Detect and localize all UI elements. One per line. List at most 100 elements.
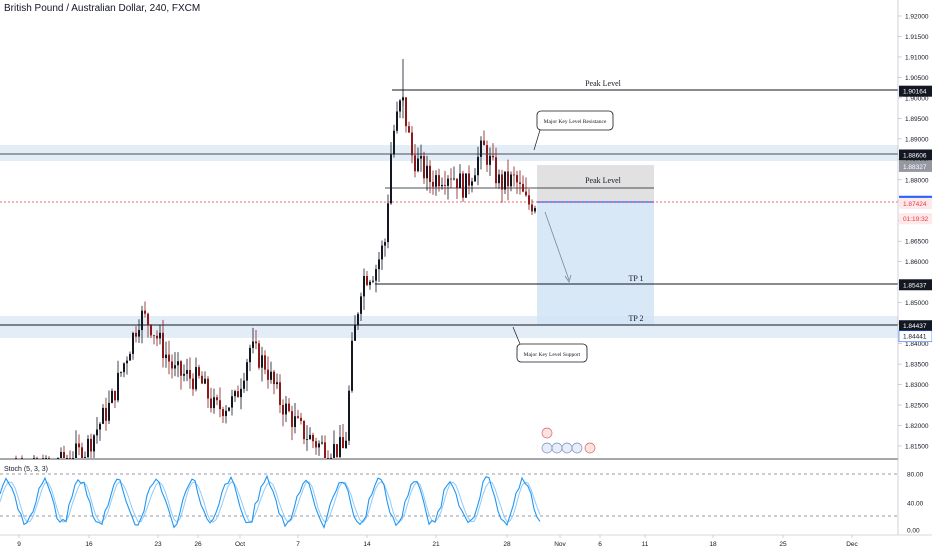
candle-body — [264, 355, 266, 370]
candle-body — [315, 441, 317, 448]
candle-body — [321, 442, 323, 444]
candle-body — [231, 396, 233, 408]
candle-body — [519, 182, 521, 184]
candle-body — [165, 354, 167, 359]
candle-body — [159, 332, 161, 339]
peak-level-label-box: Peak Level — [585, 176, 622, 185]
candle-body — [69, 458, 71, 459]
candle-body — [87, 438, 89, 458]
reward-box — [537, 202, 654, 325]
price-tag — [898, 330, 932, 343]
candle-body — [129, 353, 131, 361]
candle-body — [222, 409, 224, 417]
candle-body — [360, 296, 362, 314]
candle-body — [81, 447, 83, 458]
price-tick-label: 1.90000 — [905, 95, 929, 102]
candle-body — [339, 437, 341, 457]
candle-body — [234, 391, 236, 397]
candle-body — [489, 155, 491, 165]
candle-body — [456, 178, 458, 189]
candle-body — [240, 388, 242, 398]
candle-body — [246, 362, 248, 381]
candle-body — [528, 195, 530, 205]
price-tag — [899, 160, 932, 172]
peak-level-label-top: Peak Level — [585, 79, 622, 88]
candle-body — [189, 370, 191, 379]
candle-body — [276, 382, 278, 385]
price-tag-label: 01:19:32 — [903, 216, 929, 223]
price-tag-label: 1.88606 — [903, 152, 927, 159]
resistance-callout[interactable]: Major Key Level Resistance — [533, 110, 614, 151]
candle-body — [468, 173, 470, 186]
candle-body — [168, 354, 170, 362]
candle-body — [453, 178, 455, 180]
candle-body — [324, 442, 326, 458]
candle-body — [285, 403, 287, 415]
candle-body — [471, 181, 473, 186]
candle-body — [474, 175, 476, 182]
candle-body — [282, 404, 284, 415]
candle-body — [102, 407, 104, 424]
candle-body — [273, 371, 275, 385]
candle-body — [387, 203, 389, 243]
candle-body — [195, 367, 197, 390]
candle-body — [141, 310, 143, 331]
time-axis: 9 16 23 26 Oct 7 14 21 28 Nov 6 11 18 25 Dec — [17, 535, 859, 548]
candle-body — [408, 126, 410, 133]
candle-body — [150, 324, 152, 336]
candles — [15, 59, 536, 459]
candle-body — [372, 280, 374, 282]
candle-body — [228, 407, 230, 411]
candle-body — [435, 175, 437, 187]
candle-body — [384, 242, 386, 246]
candle-body — [426, 165, 428, 179]
candle-body — [516, 175, 518, 183]
candle-body — [192, 378, 194, 390]
candle-body — [171, 361, 173, 369]
support-callout[interactable]: Major Key Level Support — [512, 326, 588, 363]
candle-body — [354, 325, 356, 341]
candle-body — [180, 361, 182, 376]
time-tick-label: 26 — [194, 541, 202, 548]
candle-body — [390, 154, 392, 204]
candle-body — [306, 439, 308, 440]
candle-body — [186, 370, 188, 374]
candle-body — [378, 259, 380, 270]
candle-body — [366, 276, 368, 286]
candle-body — [381, 245, 383, 260]
candle-body — [438, 175, 440, 187]
candle-body — [351, 340, 353, 391]
price-tick-label: 1.85000 — [905, 300, 929, 307]
stoch-tick-label: 40.00 — [907, 501, 924, 508]
candle-body — [327, 458, 329, 459]
candle-body — [162, 332, 164, 359]
candle-body — [477, 156, 479, 176]
economic-events-icons[interactable] — [541, 427, 596, 454]
candle-body — [417, 158, 419, 172]
candle-body — [447, 178, 449, 186]
stoch-band — [0, 474, 898, 516]
stoch-label[interactable]: Stoch (5, 3, 3) — [4, 466, 48, 473]
candle-body — [405, 97, 407, 127]
candle-body — [120, 372, 122, 373]
candle-body — [348, 390, 350, 441]
candle-body — [213, 397, 215, 409]
candle-body — [156, 335, 158, 339]
time-tick-label: Dec — [846, 541, 858, 548]
price-tag — [899, 279, 932, 291]
candle-body — [480, 140, 482, 157]
candle-body — [498, 174, 500, 184]
time-tick-label: 6 — [598, 541, 602, 548]
candle-body — [99, 423, 101, 430]
candle-body — [522, 183, 524, 192]
candle-body — [312, 435, 314, 442]
candle-body — [330, 457, 332, 459]
candle-body — [93, 435, 95, 452]
candle-body — [297, 416, 299, 418]
time-tick-label: Oct — [235, 541, 245, 548]
candle-body — [492, 155, 494, 158]
candle-body — [114, 390, 116, 401]
time-tick-label: 9 — [17, 541, 21, 548]
candle-body — [291, 411, 293, 427]
